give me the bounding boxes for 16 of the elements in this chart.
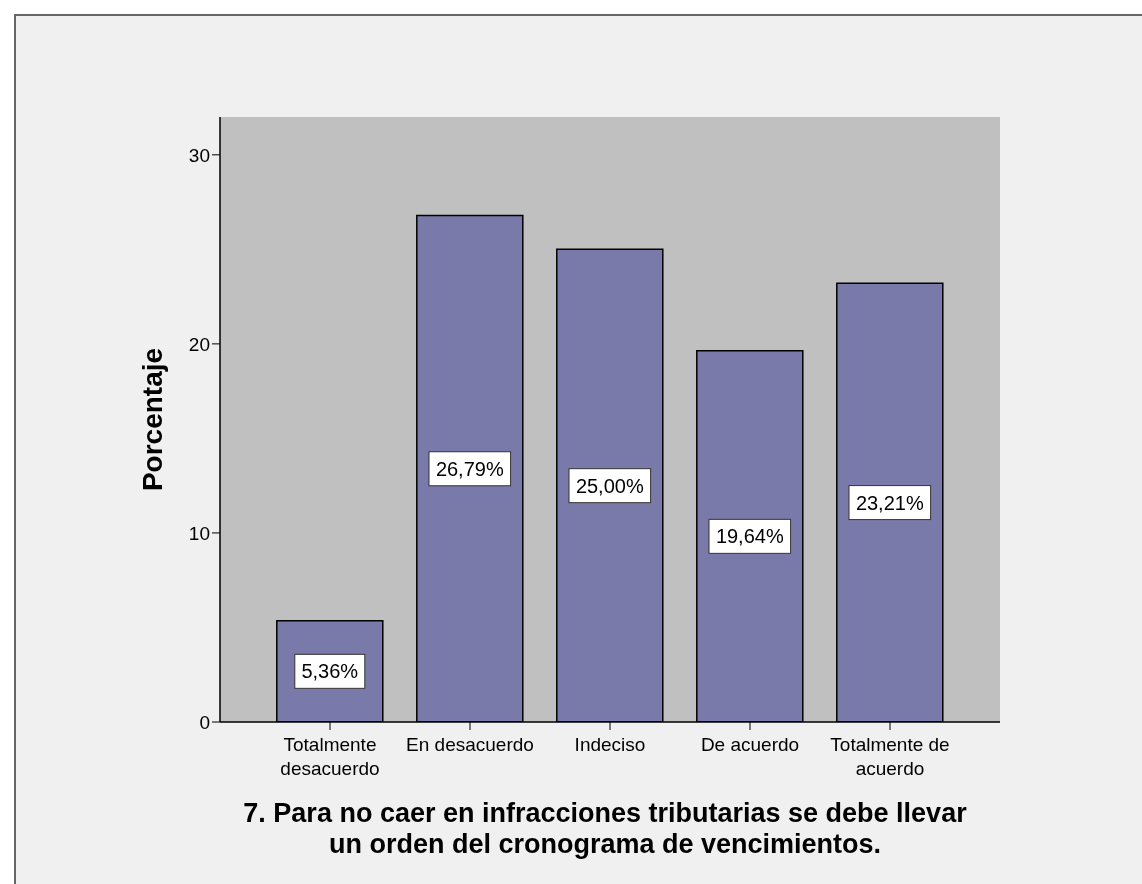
x-tick-label: Totalmente desacuerdo xyxy=(280,734,380,780)
y-axis-title: Porcentaje xyxy=(136,347,168,492)
x-tick-label: Indeciso xyxy=(574,734,646,756)
x-axis-title: 7. Para no caer en infracciones tributarias se debe llevar un orden del cronograma de vencimientos. xyxy=(242,798,968,860)
x-tick-label: Totalmente de acuerdo xyxy=(830,734,950,780)
data-label: 5,36% xyxy=(301,660,359,683)
data-label: 23,21% xyxy=(855,491,924,514)
x-tick-label: De acuerdo xyxy=(700,734,800,756)
x-tick-label: En desacuerdo xyxy=(406,734,534,756)
data-label: 25,00% xyxy=(575,474,644,497)
data-label: 26,79% xyxy=(435,457,504,480)
y-tick-label: 10 xyxy=(188,522,210,544)
data-label: 19,64% xyxy=(715,525,784,548)
y-tick-label: 20 xyxy=(188,333,210,355)
y-tick-label: 0 xyxy=(199,711,210,733)
y-tick-label: 30 xyxy=(188,144,210,166)
